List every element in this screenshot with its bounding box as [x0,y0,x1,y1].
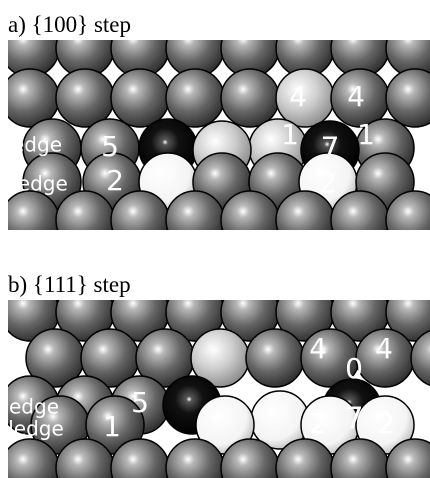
panel-title: b) {111} step [8,272,131,297]
atom [1,191,59,249]
site-label: 4 [375,332,393,365]
atom [331,191,389,249]
atom [221,69,279,127]
site-label: ledge [8,417,64,441]
atom [56,69,114,127]
site-label: 1 [357,118,375,151]
site-label: 5 [131,386,149,419]
site-label: 2 [377,407,395,440]
atom [111,69,169,127]
atom [386,19,430,77]
site-label: 5 [101,130,119,163]
panel-b [1,283,430,478]
site-label: 2 [309,407,327,440]
site-label: edge [9,395,59,419]
site-label: 1 [103,410,121,443]
atom [386,69,430,127]
site-label: 4 [309,332,327,365]
atom [221,191,279,249]
site-label: 7 [320,132,339,167]
atom [166,69,224,127]
atom [56,191,114,249]
site-label: 7 [344,402,363,437]
site-label: 0 [345,352,363,385]
site-label: edge [12,133,62,157]
atom [246,329,304,387]
atom [111,191,169,249]
atom [276,191,334,249]
figure: a) {100} step b) {111} step edgeledge524… [0,0,430,478]
site-label: 2 [319,166,337,199]
atom [166,191,224,249]
site-label: ledge [12,172,68,196]
site-label: 1 [281,118,299,151]
panel-title: a) {100} step [8,12,131,37]
site-label: 2 [106,164,124,197]
site-label: 4 [347,80,365,113]
site-label: 4 [289,80,307,113]
